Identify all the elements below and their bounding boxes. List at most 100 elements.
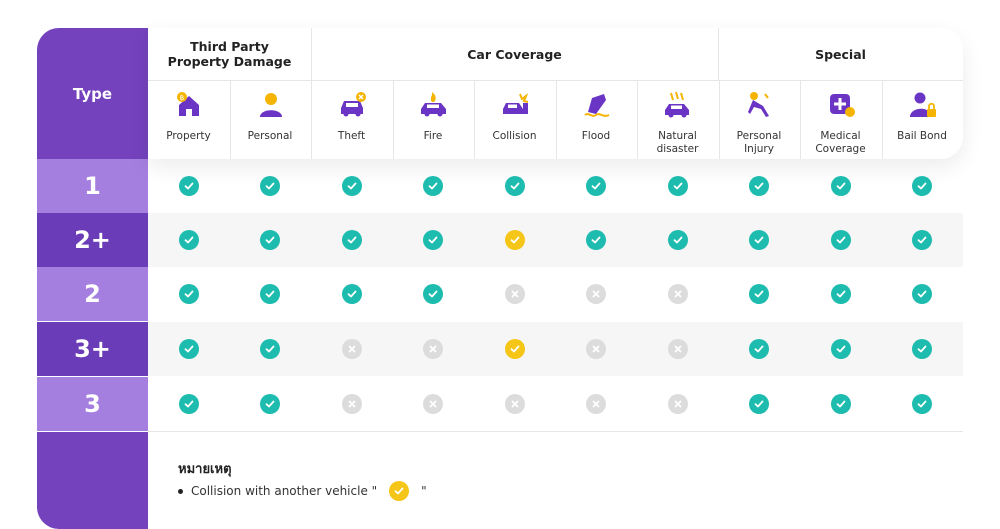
column-header-natural: Natural disaster: [637, 82, 718, 159]
type-cell-2: 2: [37, 267, 148, 321]
group-third-party: Third Party Property Damage: [167, 39, 292, 69]
header-divider: [148, 80, 963, 81]
cross-icon: [504, 284, 525, 304]
check-icon: [749, 339, 770, 359]
group-divider: [311, 28, 312, 80]
column-header-property: ฿ Property: [148, 82, 229, 159]
cross-icon: [667, 394, 688, 414]
check-icon: [912, 339, 933, 359]
check-icon: [749, 284, 770, 304]
group-divider: [718, 28, 719, 80]
check-icon: [178, 339, 199, 359]
check-icon: [749, 230, 770, 250]
check-icon: [260, 230, 281, 250]
column-label: Medical Coverage: [815, 130, 866, 155]
column-label: Personal: [247, 130, 293, 142]
column-divider: [637, 81, 638, 159]
check-icon: [749, 394, 770, 414]
type-cell-1: 1: [37, 159, 148, 213]
check-icon: [423, 176, 444, 196]
check-icon: [423, 230, 444, 250]
check-icon: [178, 230, 199, 250]
person-icon: [256, 90, 286, 120]
cross-icon: [586, 339, 607, 359]
check-icon: [423, 284, 444, 304]
check-icon: [912, 230, 933, 250]
table-row: [148, 322, 963, 376]
person-injury-icon: [745, 90, 775, 120]
check-icon: [260, 176, 281, 196]
medical-cross-icon: [826, 90, 856, 120]
cross-icon: [667, 339, 688, 359]
column-divider: [311, 81, 312, 159]
column-divider: [881, 81, 883, 159]
check-icon: [667, 176, 688, 196]
coverage-header: Third Party Property Damage Car Coverage …: [148, 28, 963, 159]
car-theft-icon: [337, 90, 367, 120]
cross-icon: [667, 284, 688, 304]
column-divider: [800, 81, 801, 159]
check-icon: [178, 176, 199, 196]
check-icon: [830, 394, 851, 414]
column-label: Theft: [337, 130, 366, 142]
partial-check-icon: [504, 339, 525, 359]
check-icon: [260, 339, 281, 359]
column-label: Natural disaster: [656, 130, 699, 155]
check-icon: [912, 284, 933, 304]
check-icon: [341, 176, 362, 196]
table-row: [148, 213, 963, 267]
cross-icon: [586, 394, 607, 414]
legend-text-end: ": [421, 484, 427, 498]
column-divider: [718, 81, 720, 159]
check-icon: [830, 176, 851, 196]
column-divider: [474, 81, 475, 159]
column-header-personal: Personal: [230, 82, 311, 159]
check-icon: [912, 394, 933, 414]
column-header-medical: Medical Coverage: [800, 82, 881, 159]
type-cell-3: 3: [37, 377, 148, 431]
column-header-theft: Theft: [311, 82, 392, 159]
check-icon: [504, 176, 525, 196]
check-icon: [586, 230, 607, 250]
check-icon: [749, 176, 770, 196]
type-column: Type 1 2+ 2 3+ 3: [37, 28, 148, 529]
column-divider: [555, 81, 557, 159]
column-header-flood: Flood: [556, 82, 637, 159]
table-bottom-divider: [148, 431, 963, 432]
check-icon: [178, 284, 199, 304]
legend-item: Collision with another vehicle " ": [178, 480, 427, 502]
cross-icon: [341, 394, 362, 414]
column-label: Fire: [423, 130, 443, 142]
cross-icon: [504, 394, 525, 414]
legend-partial-check-icon: [389, 481, 410, 501]
group-special: Special: [815, 46, 866, 62]
type-cell-3plus: 3+: [37, 322, 148, 376]
column-divider: [392, 81, 394, 159]
check-icon: [830, 284, 851, 304]
car-fire-icon: [419, 90, 449, 120]
column-header-personal: Personal Injury: [719, 82, 800, 159]
check-icon: [830, 230, 851, 250]
cross-icon: [341, 339, 362, 359]
column-label: Personal Injury: [736, 130, 782, 155]
check-icon: [260, 284, 281, 304]
check-icon: [341, 284, 362, 304]
column-header-fire: Fire: [393, 82, 474, 159]
check-icon: [586, 176, 607, 196]
car-natural-disaster-icon: [663, 90, 693, 120]
partial-check-icon: [389, 481, 410, 501]
column-header-bail-bond: Bail Bond: [882, 82, 963, 159]
partial-check-icon: [504, 230, 525, 250]
svg-text:฿: ฿: [180, 94, 184, 102]
check-icon: [667, 230, 688, 250]
check-icon: [260, 394, 281, 414]
column-divider: [229, 81, 231, 159]
cross-icon: [423, 394, 444, 414]
car-collision-icon: [500, 90, 530, 120]
type-header: Type: [37, 28, 148, 159]
column-label: Bail Bond: [897, 130, 947, 142]
cross-icon: [423, 339, 444, 359]
person-lock-icon: [908, 90, 938, 120]
column-label: Property: [166, 130, 211, 142]
check-icon: [830, 339, 851, 359]
